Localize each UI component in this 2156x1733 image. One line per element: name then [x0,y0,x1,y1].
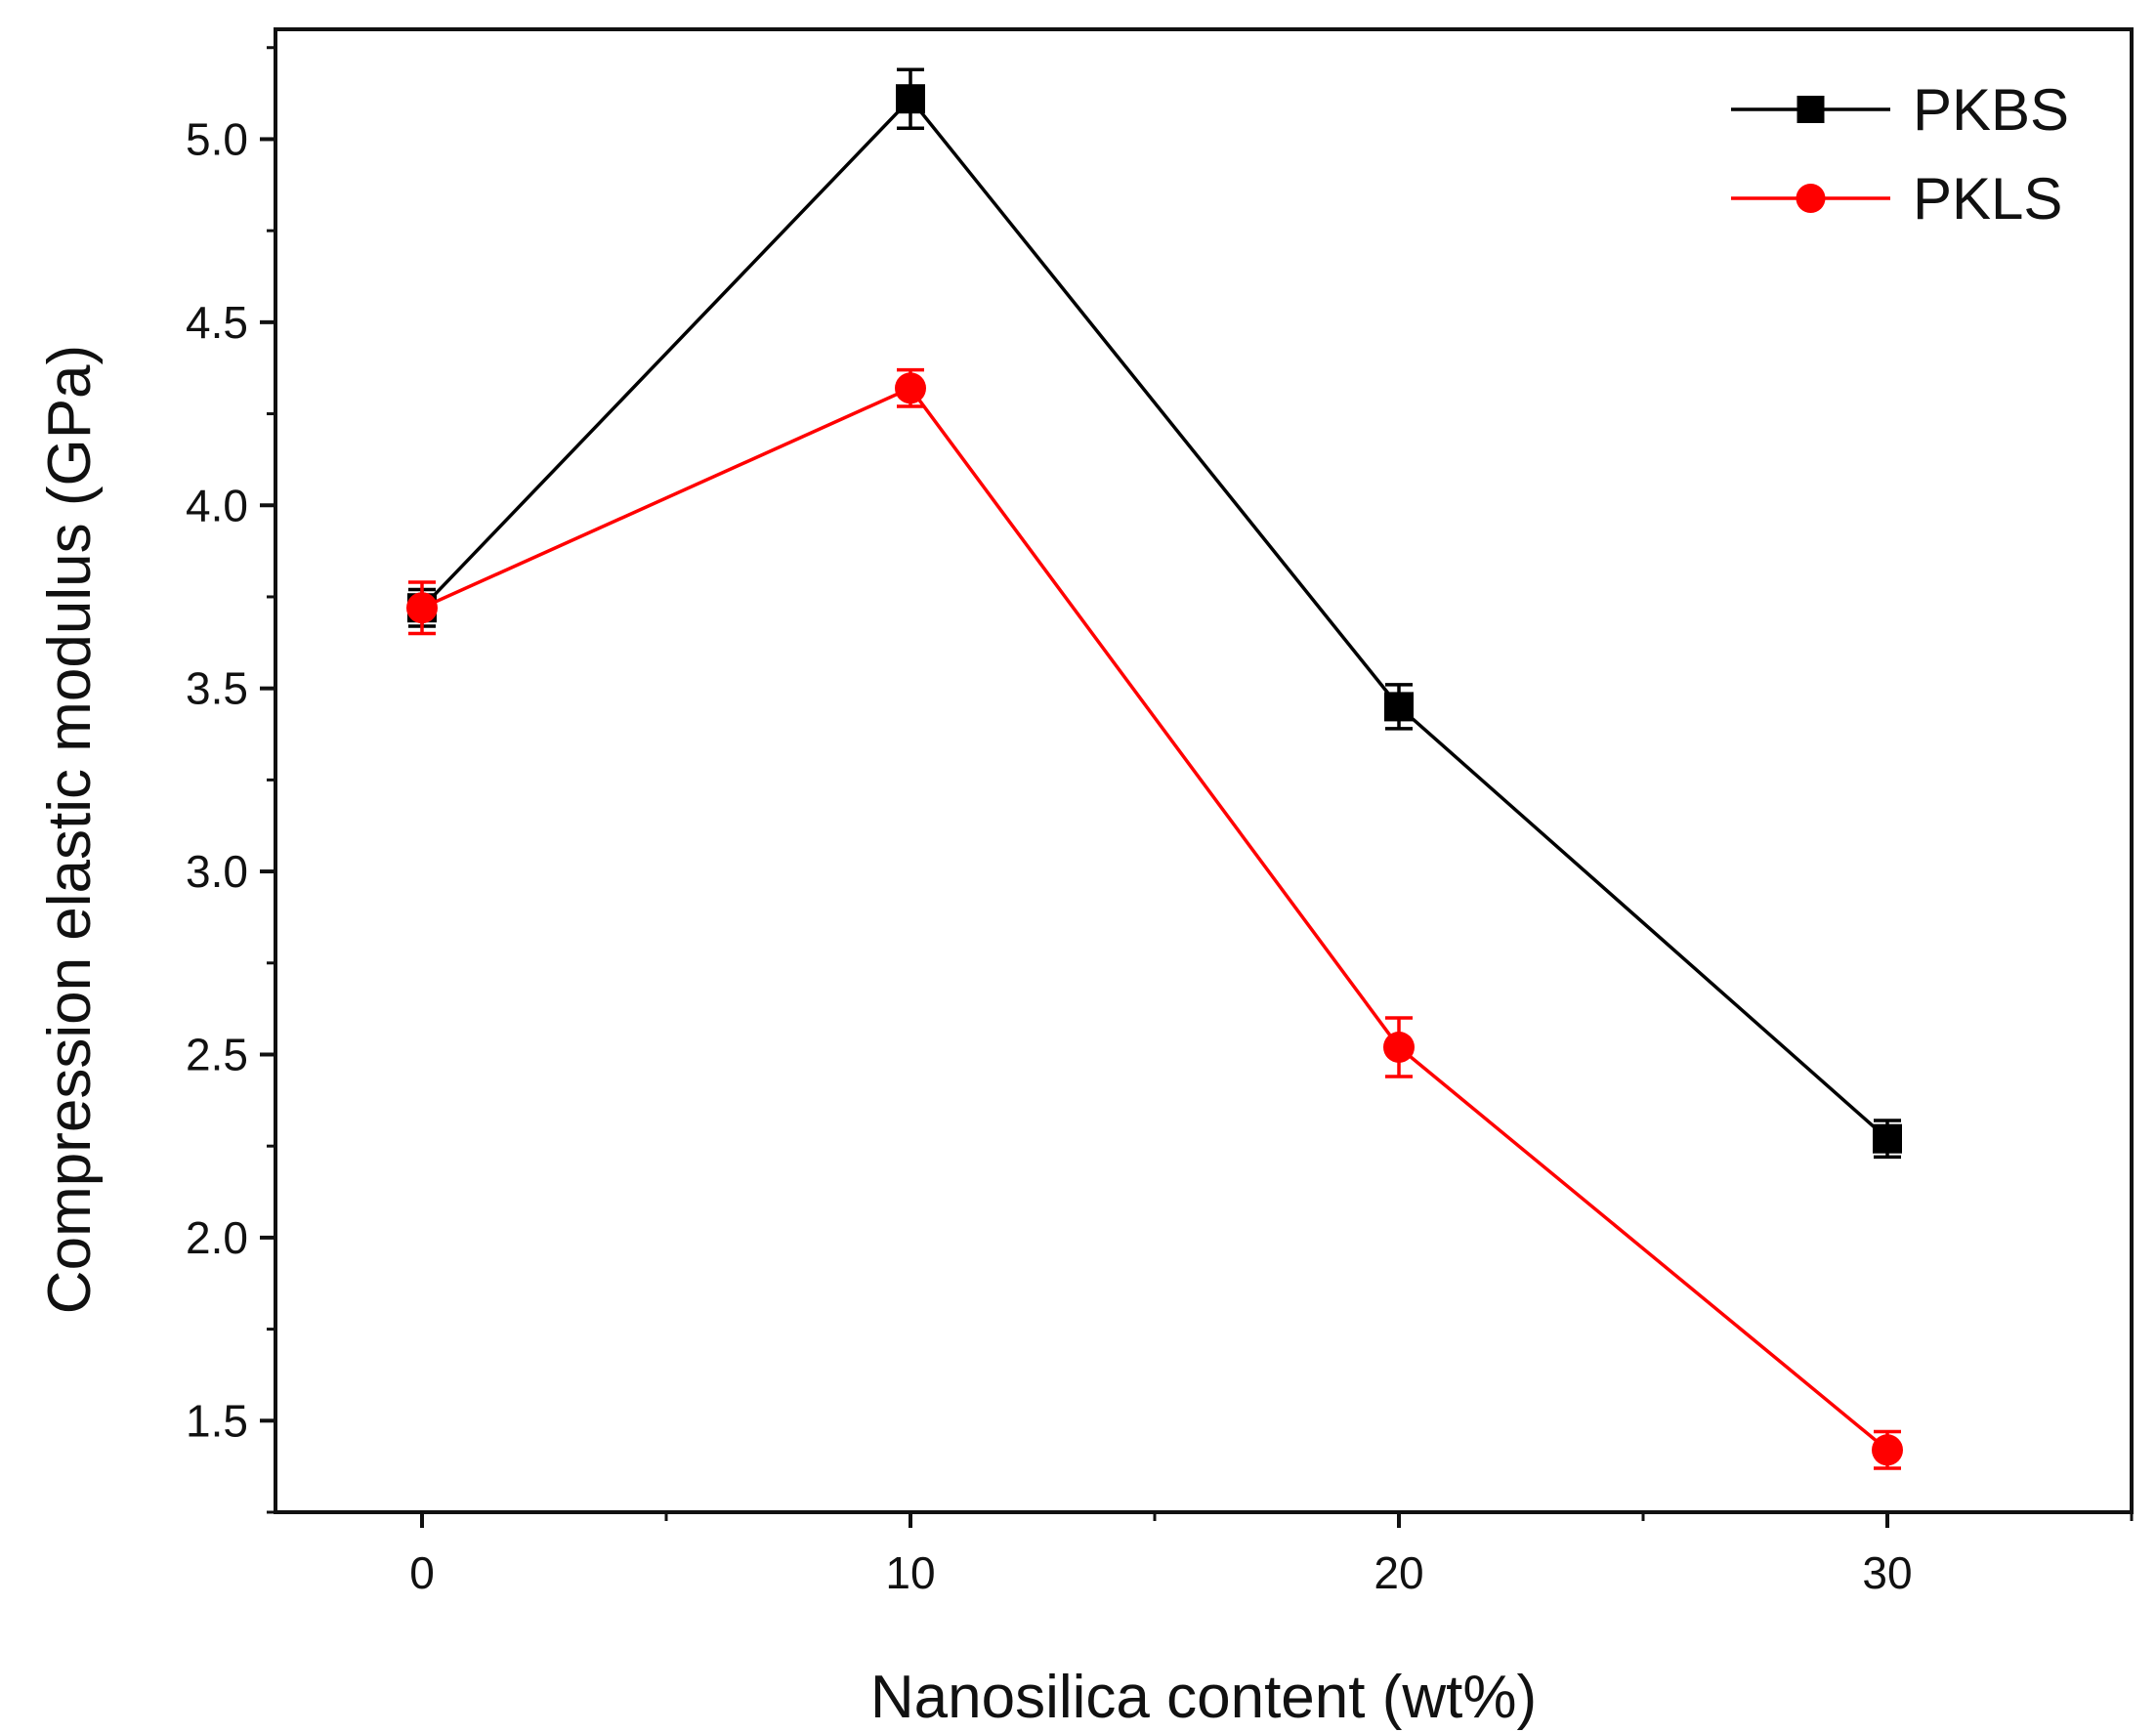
y-tick-label: 5.0 [186,113,248,164]
data-point-pkbs [1873,1123,1902,1154]
y-tick-label: 4.5 [186,297,248,348]
y-axis: 1.5 2.0 2.5 3.0 3.5 4.0 4.5 5.0 [186,46,275,1514]
y-tick-label: 2.0 [186,1212,248,1263]
data-point-pkls [1383,1031,1415,1063]
data-point-pkls [895,372,926,404]
x-tick-label: 0 [409,1547,435,1598]
y-tick-label: 3.0 [186,846,248,897]
legend-marker-pkls [1796,184,1826,213]
x-axis: 0 10 20 30 [409,1512,2134,1598]
plot-area-frame [274,27,2134,1514]
series-pkls [406,367,1903,1470]
x-axis-title: Nanosilica content (wt%) [870,1664,1537,1731]
y-tick-label: 4.0 [186,480,248,530]
series-line-pkls [421,386,1889,1452]
data-point-pkbs [896,84,925,114]
y-tick-label: 3.5 [186,663,248,714]
y-tick-label: 2.5 [186,1029,248,1079]
data-point-pkbs [1384,692,1414,722]
y-axis-title: Compression elastic modulus (GPa) [36,345,104,1314]
series-line-pkbs [420,96,1889,1140]
data-point-pkls [1872,1434,1903,1466]
x-tick-label: 20 [1374,1547,1423,1598]
legend: PKBS PKLS [1731,77,2069,232]
x-tick-label: 10 [885,1547,935,1598]
legend-marker-pkbs [1797,96,1825,123]
data-point-pkls [406,592,438,624]
legend-label-pkls: PKLS [1913,166,2062,232]
legend-item-pkls: PKLS [1731,166,2062,232]
legend-item-pkbs: PKBS [1731,77,2069,143]
data-series [406,67,1903,1470]
legend-label-pkbs: PKBS [1913,77,2069,143]
x-tick-label: 30 [1862,1547,1912,1598]
y-tick-label: 1.5 [186,1395,248,1446]
